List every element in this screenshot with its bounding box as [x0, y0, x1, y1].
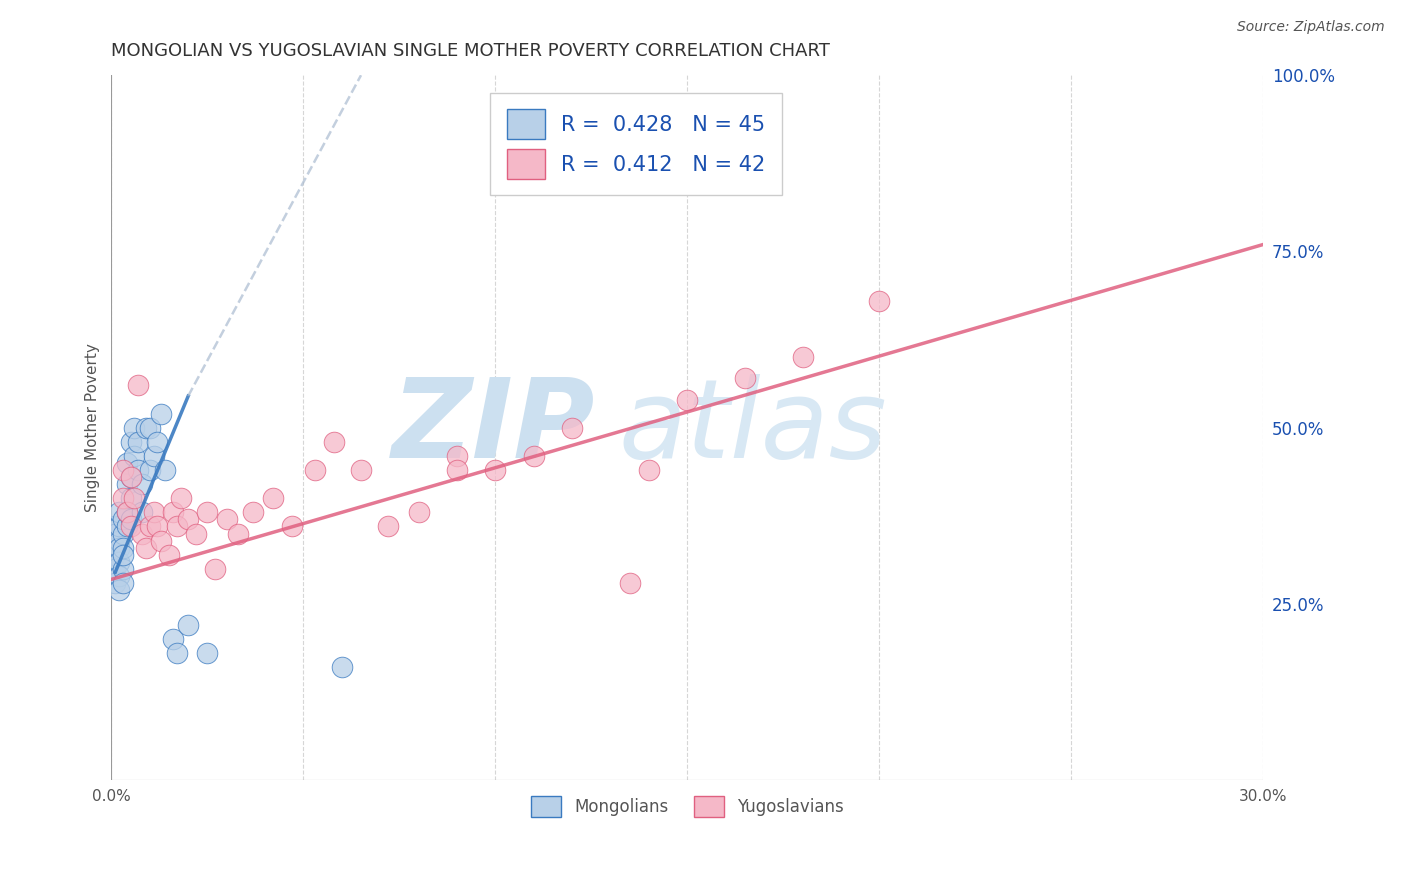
Point [135, 421, 157, 435]
Point [127, 434, 149, 449]
Point [111, 541, 134, 555]
Point [115, 477, 138, 491]
Point [111, 491, 134, 506]
Point [215, 512, 238, 526]
Point [115, 519, 138, 533]
Point [108, 541, 131, 555]
Point [120, 470, 142, 484]
Point [104, 541, 127, 555]
Point [169, 491, 191, 506]
Point [111, 512, 134, 526]
Point [162, 632, 184, 647]
Point [226, 526, 249, 541]
Point [139, 463, 162, 477]
Point [104, 519, 127, 533]
Point [166, 646, 188, 660]
Point [139, 519, 162, 533]
Point [115, 456, 138, 470]
Point [446, 463, 468, 477]
Point [111, 575, 134, 590]
Point [323, 434, 346, 449]
Point [734, 371, 756, 385]
Point [108, 582, 131, 597]
Point [150, 533, 173, 548]
Point [108, 533, 131, 548]
Point [184, 526, 207, 541]
Y-axis label: Single Mother Poverty: Single Mother Poverty [86, 343, 100, 512]
Point [104, 562, 127, 576]
Point [204, 562, 226, 576]
Point [242, 505, 264, 519]
Point [115, 505, 138, 519]
Point [177, 512, 200, 526]
Point [304, 463, 326, 477]
Point [197, 505, 219, 519]
Point [676, 392, 699, 407]
Text: atlas: atlas [619, 375, 887, 482]
Point [619, 575, 641, 590]
Point [146, 519, 169, 533]
Point [124, 421, 146, 435]
Point [124, 449, 146, 463]
Point [115, 505, 138, 519]
Point [142, 449, 165, 463]
Point [377, 519, 399, 533]
Point [104, 548, 127, 562]
Point [135, 541, 157, 555]
Point [111, 548, 134, 562]
Point [131, 505, 153, 519]
Point [177, 618, 200, 632]
Point [127, 463, 149, 477]
Point [484, 463, 506, 477]
Point [638, 463, 661, 477]
Legend: Mongolians, Yugoslavians: Mongolians, Yugoslavians [523, 788, 852, 825]
Point [281, 519, 304, 533]
Point [157, 548, 180, 562]
Text: MONGOLIAN VS YUGOSLAVIAN SINGLE MOTHER POVERTY CORRELATION CHART: MONGOLIAN VS YUGOSLAVIAN SINGLE MOTHER P… [111, 42, 831, 60]
Point [111, 463, 134, 477]
Point [153, 463, 176, 477]
Point [120, 519, 142, 533]
Point [108, 505, 131, 519]
Point [142, 505, 165, 519]
Point [104, 575, 127, 590]
Point [104, 526, 127, 541]
Point [131, 477, 153, 491]
Point [120, 512, 142, 526]
Point [120, 491, 142, 506]
Point [330, 660, 353, 674]
Point [446, 449, 468, 463]
Point [146, 434, 169, 449]
Point [108, 519, 131, 533]
Text: Source: ZipAtlas.com: Source: ZipAtlas.com [1237, 20, 1385, 34]
Point [124, 491, 146, 506]
Point [262, 491, 284, 506]
Point [131, 526, 153, 541]
Point [120, 434, 142, 449]
Point [139, 421, 162, 435]
Point [108, 555, 131, 569]
Point [350, 463, 373, 477]
Point [111, 562, 134, 576]
Point [561, 421, 583, 435]
Point [150, 407, 173, 421]
Point [523, 449, 546, 463]
Point [166, 519, 188, 533]
Point [127, 378, 149, 392]
Point [108, 569, 131, 583]
Point [162, 505, 184, 519]
Text: ZIP: ZIP [392, 375, 595, 482]
Point [197, 646, 219, 660]
Point [868, 293, 890, 308]
Point [111, 526, 134, 541]
Point [792, 350, 814, 364]
Point [120, 470, 142, 484]
Point [408, 505, 430, 519]
